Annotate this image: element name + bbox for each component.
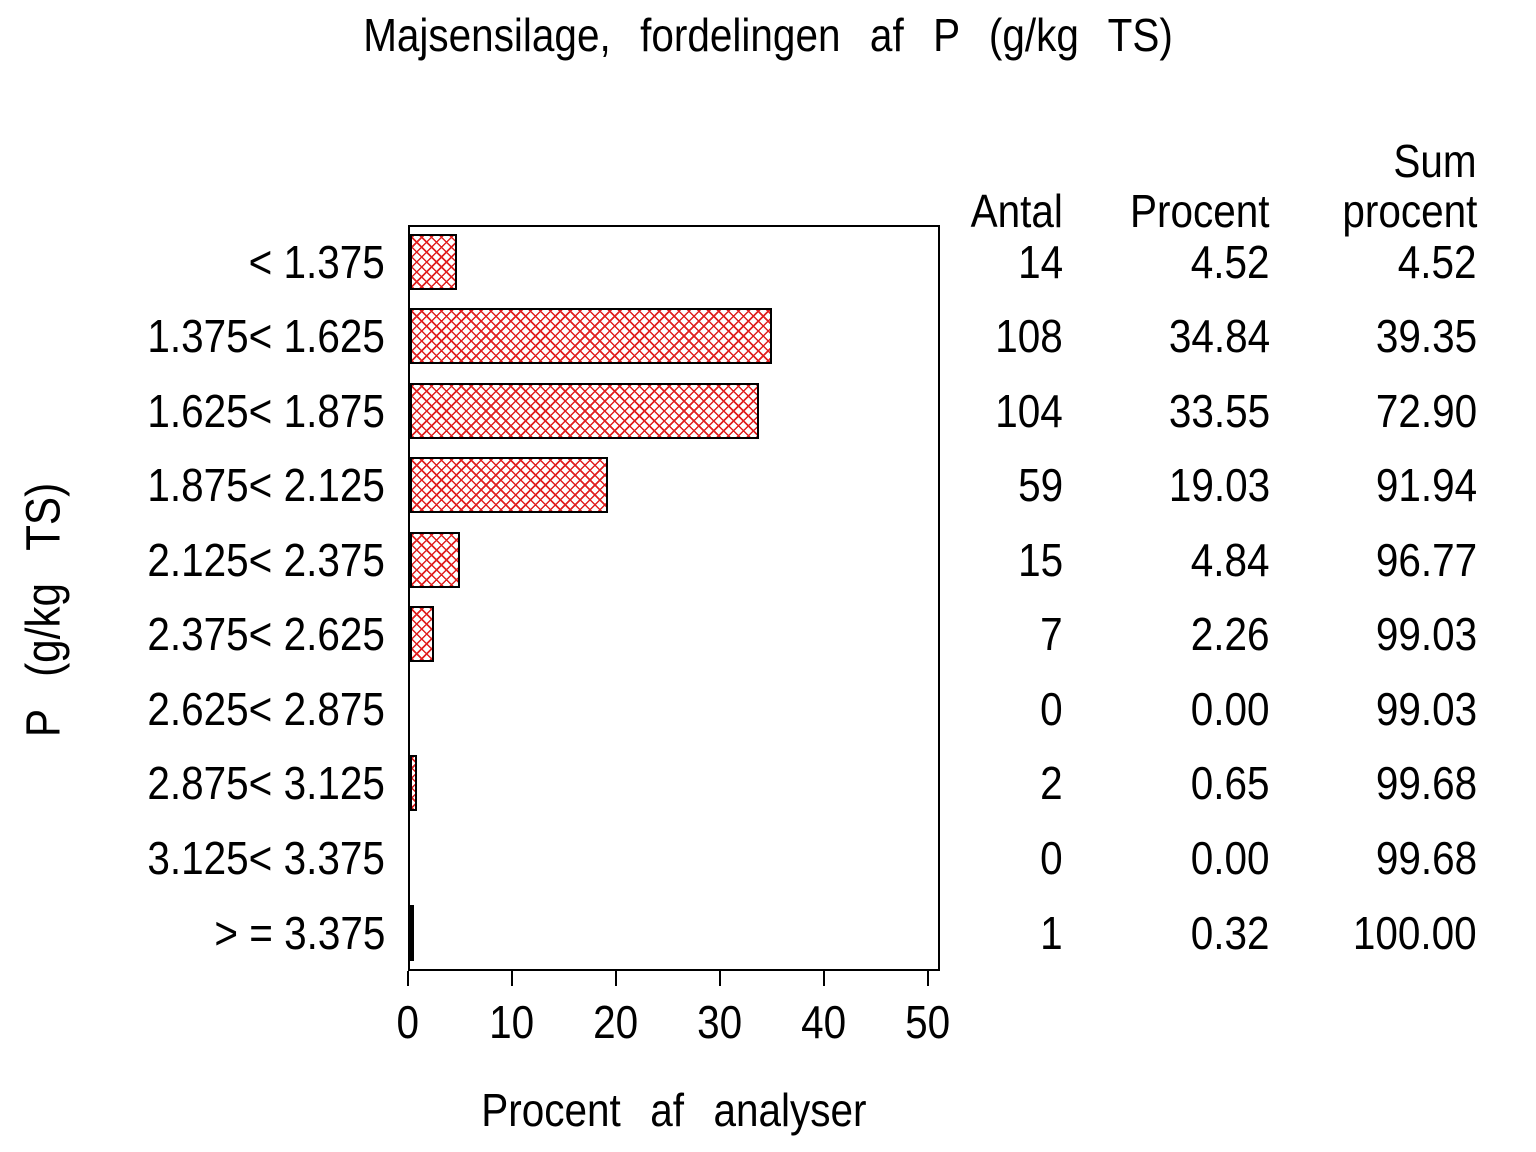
category-label: 2.875< 3.125 <box>147 757 385 810</box>
tick-label: 10 <box>489 996 535 1048</box>
cell-antal: 0 <box>1040 832 1063 885</box>
plot-area <box>408 225 940 971</box>
chart-title: Majsensilage, fordelingen af P (g/kg TS) <box>363 9 1173 61</box>
tick-mark <box>927 971 929 986</box>
cell-sum-procent: 4.52 <box>1398 235 1477 288</box>
cell-antal: 1 <box>1040 906 1063 959</box>
category-label: 2.375< 2.625 <box>147 608 385 661</box>
bar <box>410 382 759 439</box>
category-label: 1.625< 1.875 <box>147 384 385 437</box>
cell-procent: 33.55 <box>1168 384 1270 437</box>
cell-sum-procent: 99.03 <box>1375 682 1477 735</box>
category-label: 1.375< 1.625 <box>147 310 385 363</box>
cell-antal: 0 <box>1040 682 1063 735</box>
cell-sum-procent: 99.03 <box>1375 608 1477 661</box>
tick-label: 50 <box>905 996 951 1048</box>
cell-sum-procent: 96.77 <box>1375 533 1477 586</box>
cell-antal: 104 <box>995 384 1063 437</box>
cell-procent: 2.26 <box>1191 608 1270 661</box>
bar <box>410 457 608 514</box>
tick-mark <box>823 971 825 986</box>
cell-antal: 59 <box>1017 459 1063 512</box>
cell-sum-procent: 91.94 <box>1375 459 1477 512</box>
tick-label: 30 <box>697 996 743 1048</box>
cell-procent: 19.03 <box>1168 459 1270 512</box>
tick-mark <box>719 971 721 986</box>
table-header-procent: Procent <box>1130 185 1270 237</box>
cell-sum-procent: 39.35 <box>1375 310 1477 363</box>
tick-label: 40 <box>801 996 847 1048</box>
category-label: 2.625< 2.875 <box>147 682 385 735</box>
bar <box>410 531 460 588</box>
cell-procent: 34.84 <box>1168 310 1270 363</box>
bar <box>410 308 772 365</box>
cell-procent: 4.84 <box>1191 533 1270 586</box>
category-label: 1.875< 2.125 <box>147 459 385 512</box>
tick-mark <box>511 971 513 986</box>
x-axis-label: Procent af analyser <box>481 1084 867 1136</box>
category-label: < 1.375 <box>248 235 385 288</box>
tick-label: 20 <box>593 996 639 1048</box>
cell-procent: 0.00 <box>1191 832 1270 885</box>
cell-sum-procent: 99.68 <box>1375 757 1477 810</box>
cell-antal: 108 <box>995 310 1063 363</box>
bar <box>410 606 434 663</box>
cell-sum-procent: 100.00 <box>1353 906 1477 959</box>
cell-sum-procent: 72.90 <box>1375 384 1477 437</box>
category-label: 3.125< 3.375 <box>147 832 385 885</box>
cell-antal: 7 <box>1040 608 1063 661</box>
bar <box>410 904 414 961</box>
tick-mark <box>615 971 617 986</box>
tick-mark <box>407 971 409 986</box>
cell-procent: 4.52 <box>1191 235 1270 288</box>
category-label: > = 3.375 <box>213 906 385 959</box>
table-header-antal: Antal <box>970 185 1063 237</box>
cell-antal: 2 <box>1040 757 1063 810</box>
category-label: 2.125< 2.375 <box>147 533 385 586</box>
cell-antal: 14 <box>1017 235 1063 288</box>
cell-procent: 0.32 <box>1191 906 1270 959</box>
bar <box>410 755 417 812</box>
table-header-sum-procent: Sum procent <box>1341 135 1477 237</box>
cell-antal: 15 <box>1017 533 1063 586</box>
bar <box>410 233 457 290</box>
cell-procent: 0.00 <box>1191 682 1270 735</box>
tick-label: 0 <box>396 996 420 1048</box>
cell-procent: 0.65 <box>1191 757 1270 810</box>
cell-sum-procent: 99.68 <box>1375 832 1477 885</box>
